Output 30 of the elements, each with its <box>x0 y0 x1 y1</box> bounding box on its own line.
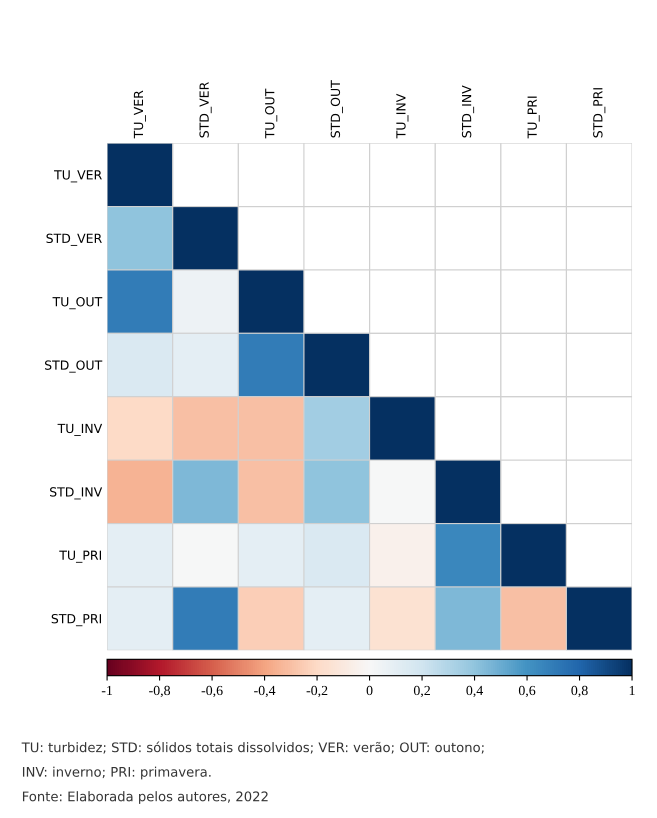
y-tick-label: STD_PRI <box>52 614 101 626</box>
text: TU: turbidez; STD: sólidos totais dissolvidos; VER: verão; OUT: outono; <box>22 742 484 754</box>
x-tick-label: TU_VER <box>134 90 146 138</box>
color-bar-label: -0,4 <box>254 686 276 698</box>
color-bar-label: -1 <box>102 686 112 696</box>
y-tick-label: STD_VER <box>46 234 102 246</box>
y-tick-label: TU_VER <box>54 170 102 182</box>
x-tick-label: STD_OUT <box>330 80 343 138</box>
x-tick-label: TU_OUT <box>265 88 278 138</box>
x-tick-label: STD_VER <box>199 82 212 138</box>
y-tick-label: STD_INV <box>50 487 102 500</box>
color-bar-label: -0,8 <box>149 686 170 698</box>
x-tick-label: STD_PRI <box>593 88 606 138</box>
color-bar-label: 0 <box>366 686 373 696</box>
color-bar-label: -0,2 <box>306 686 328 698</box>
color-bar-label: 0,2 <box>414 686 430 698</box>
source-note: Fonte: Elaborada pelos autores, 2022 <box>22 791 268 804</box>
text: INV: inverno; PRI: primavera. <box>22 766 211 780</box>
color-bar-label: 1 <box>630 686 635 696</box>
y-tick-label: TU_INV <box>58 424 102 436</box>
color-bar-label: 0,8 <box>571 686 588 698</box>
x-tick-label: TU_PRI <box>528 96 540 138</box>
y-tick-label: STD_OUT <box>44 360 102 373</box>
y-tick-label: TU_PRI <box>59 550 102 563</box>
x-tick-label: TU_INV <box>396 94 408 138</box>
color-bar-label: -0,6 <box>202 686 223 698</box>
y-tick-label: TU_OUT <box>52 297 102 310</box>
color-bar-label: 0,4 <box>466 686 484 698</box>
x-tick-label: STD_INV <box>462 85 474 138</box>
color-bar-label: 0,6 <box>518 686 536 698</box>
